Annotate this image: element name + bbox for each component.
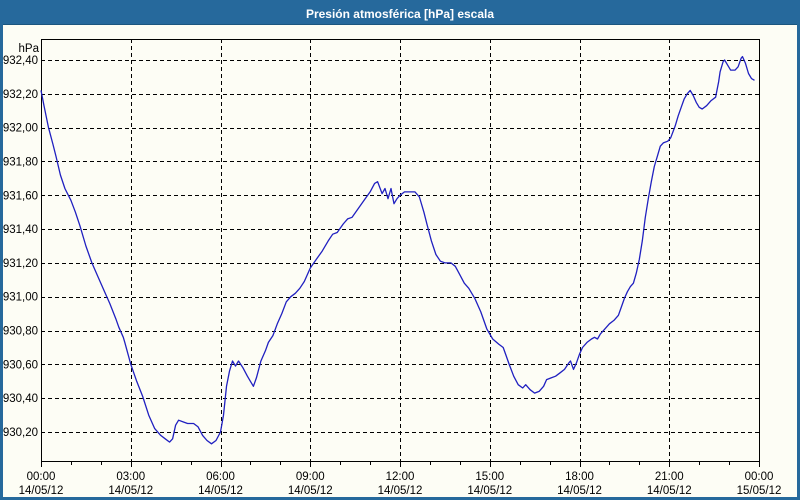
y-tick-label: 930,20: [3, 427, 38, 439]
y-tick-label: 930,80: [3, 326, 38, 338]
x-tick-time-label: 18:00: [565, 471, 594, 483]
x-tick-date-label: 14/05/12: [467, 485, 512, 497]
x-tick-date-label: 14/05/12: [108, 485, 153, 497]
x-tick-date-label: 14/05/12: [19, 485, 64, 497]
y-tick-label: 932,20: [3, 89, 38, 101]
plot-border: [41, 39, 760, 462]
y-tick-label: 932,40: [3, 55, 38, 67]
x-tick-date-label: 15/05/12: [737, 485, 782, 497]
chart-title: Presión atmosférica [hPa] escala: [305, 6, 495, 21]
y-tick-label: 931,00: [3, 292, 38, 304]
y-tick-label: 931,80: [3, 156, 38, 168]
x-tick-time-label: 12:00: [386, 471, 415, 483]
chart-title-bar: Presión atmosférica [hPa] escala: [3, 3, 797, 25]
y-tick-label: 930,60: [3, 359, 38, 371]
x-tick-date-label: 14/05/12: [378, 485, 423, 497]
x-tick-time-label: 21:00: [655, 471, 684, 483]
x-tick-date-label: 14/05/12: [647, 485, 692, 497]
pressure-series-line: [40, 55, 755, 445]
y-tick-label: 932,00: [3, 123, 38, 135]
y-axis-unit-label: hPa: [19, 43, 40, 55]
x-tick-time-label: 00:00: [745, 471, 774, 483]
x-tick-time-label: 09:00: [296, 471, 325, 483]
y-tick-label: 931,20: [3, 258, 38, 270]
x-tick-date-label: 14/05/12: [288, 485, 333, 497]
x-tick-time-label: 03:00: [116, 471, 145, 483]
y-tick-label: 931,40: [3, 224, 38, 236]
x-tick-time-label: 15:00: [475, 471, 504, 483]
x-tick-date-label: 14/05/12: [198, 485, 243, 497]
x-tick-date-label: 14/05/12: [557, 485, 602, 497]
y-tick-label: 930,40: [3, 393, 38, 405]
x-tick-time-label: 06:00: [206, 471, 235, 483]
y-tick-label: 931,60: [3, 190, 38, 202]
x-tick-time-label: 00:00: [27, 471, 56, 483]
